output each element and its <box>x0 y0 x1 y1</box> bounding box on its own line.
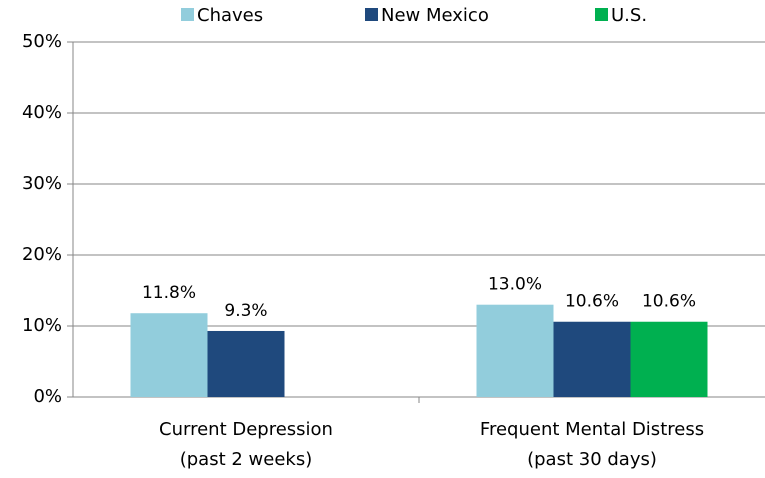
y-tick-label: 20% <box>22 244 62 265</box>
data-label: 9.3% <box>224 301 267 321</box>
legend-label: U.S. <box>611 5 647 26</box>
y-tick-label: 40% <box>22 102 62 123</box>
y-tick-label: 10% <box>22 315 62 336</box>
data-label: 13.0% <box>488 275 542 295</box>
x-tick-label: Frequent Mental Distress (past 30 days) <box>479 419 705 470</box>
bar <box>207 330 285 397</box>
data-label: 10.6% <box>565 292 619 312</box>
legend-label: Chaves <box>197 5 263 26</box>
legend-swatch <box>181 8 194 21</box>
bar <box>630 321 708 397</box>
legend-label: New Mexico <box>381 5 489 26</box>
data-label: 10.6% <box>642 292 696 312</box>
legend-swatch <box>365 8 378 21</box>
legend-swatch <box>595 8 608 21</box>
y-tick-label: 50% <box>22 31 62 52</box>
y-tick-label: 30% <box>22 173 62 194</box>
bar <box>553 321 631 397</box>
y-tick-label: 0% <box>33 386 62 407</box>
data-label: 11.8% <box>142 283 196 303</box>
x-tick-label: Current Depression (past 2 weeks) <box>159 419 333 470</box>
bar <box>130 313 208 397</box>
bar <box>476 304 554 397</box>
